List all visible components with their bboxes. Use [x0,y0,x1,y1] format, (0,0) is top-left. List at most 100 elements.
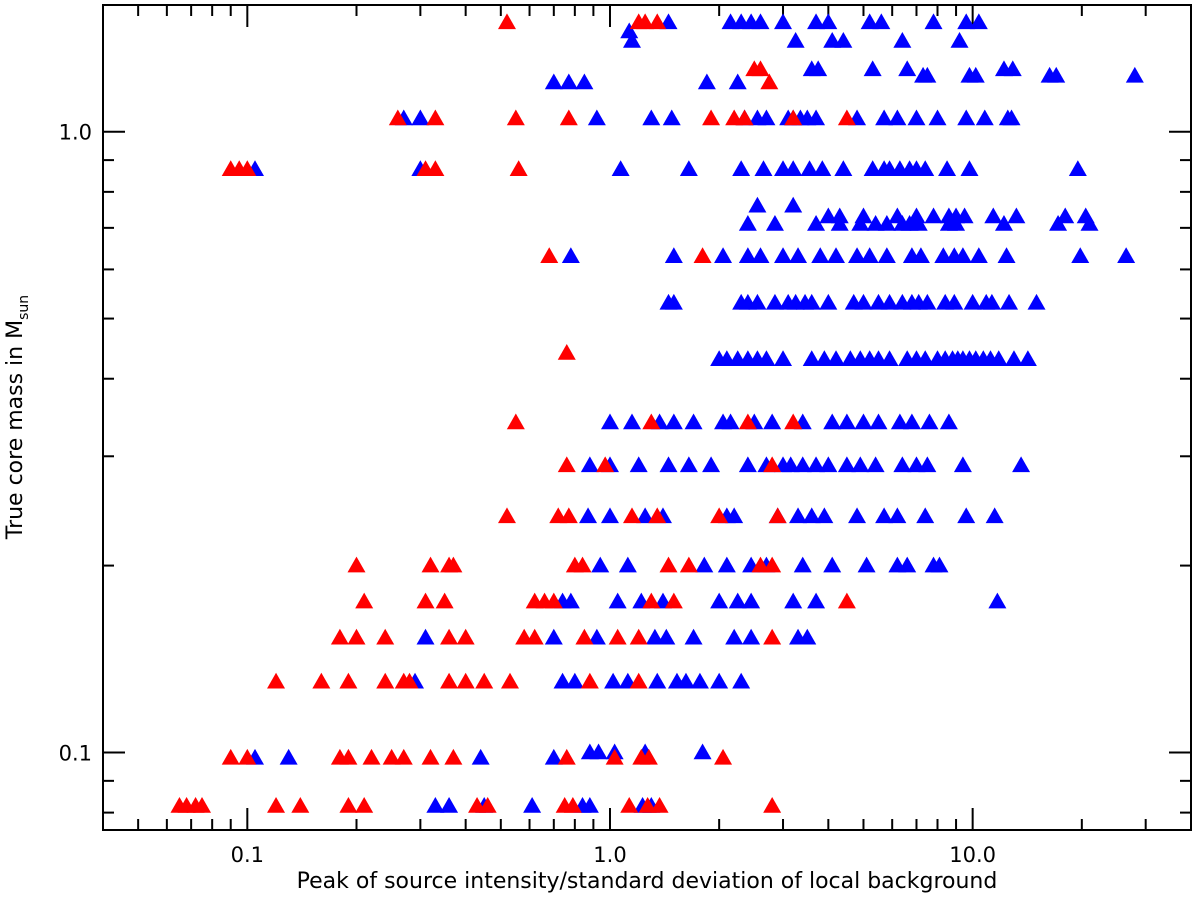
data-point [478,796,497,813]
data-point [819,293,838,310]
data-point [267,796,286,813]
data-point [763,628,782,645]
data-point [659,556,678,573]
data-point [953,456,972,473]
data-point [757,109,776,126]
data-point [587,628,606,645]
data-point [898,556,917,573]
plot-frame [102,4,1192,831]
data-point [639,748,658,765]
data-point [963,293,982,310]
data-point [622,31,641,48]
x-tick-label: 0.1 [231,843,264,867]
data-point [880,350,899,366]
data-point [421,748,440,765]
data-point [774,350,793,366]
data-point [388,109,407,126]
data-point [763,456,782,473]
data-point [580,796,599,813]
data-point [907,109,926,126]
data-point [969,13,988,30]
data-point [684,628,703,645]
data-point [544,748,563,765]
data-point [1125,66,1144,83]
data-point [645,628,664,645]
data-point [953,247,972,264]
data-point [559,507,578,524]
data-point [872,13,891,30]
data-point [444,556,463,573]
data-point [837,456,856,473]
data-point [877,215,896,231]
data-point [693,247,712,264]
data-point [784,592,803,609]
data-point [620,22,639,39]
data-point [760,73,779,90]
data-point [426,160,445,176]
data-point [911,247,930,264]
data-point [732,672,751,689]
data-point [440,796,459,813]
data-point [725,507,744,524]
data-point [629,456,648,473]
data-point [629,672,648,689]
data-point [580,672,599,689]
data-point [918,66,937,83]
data-point [827,247,846,264]
data-point [579,507,598,524]
data-point [789,247,808,264]
data-point [636,507,655,524]
data-point [622,507,641,524]
data-point [768,507,787,524]
data-point [573,556,592,573]
data-point [957,507,976,524]
data-point [819,13,838,30]
data-point [636,13,655,30]
data-point [742,592,761,609]
data-point [757,350,776,366]
data-point [697,73,716,90]
data-point [802,293,821,310]
data-point [559,73,578,90]
data-point [561,592,580,609]
data-point [950,31,969,48]
data-point [339,748,358,765]
data-point [924,13,943,30]
data-point [553,672,572,689]
y-axis-label: True core mass in Msun [3,295,32,540]
data-point [710,672,729,689]
data-point [714,247,733,264]
data-point [888,507,907,524]
data-point [997,247,1016,264]
data-point [924,207,943,224]
data-points [170,13,1144,813]
data-point [426,796,445,813]
data-point [411,109,430,126]
data-point [834,31,853,48]
data-point [898,60,917,77]
data-point [557,456,576,473]
data-point [754,160,773,176]
data-point [763,796,782,813]
data-point [802,507,821,524]
data-point [774,247,793,264]
data-point [860,13,879,30]
y-axis-label-main: True core mass in M [3,320,28,540]
data-point [807,592,826,609]
data-point [710,507,729,524]
data-point [618,556,637,573]
data-point [471,748,490,765]
data-point [1071,247,1090,264]
data-point [657,628,676,645]
data-point [802,350,821,366]
data-point [400,672,419,689]
data-point [854,293,873,310]
data-point [851,456,870,473]
x-tick-label: 1.0 [593,843,626,867]
data-point [622,413,641,430]
data-point [738,247,757,264]
data-point [355,796,374,813]
data-point [738,413,757,430]
data-point [339,672,358,689]
